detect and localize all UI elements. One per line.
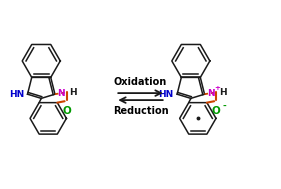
Text: H: H: [69, 88, 77, 97]
Text: N: N: [207, 89, 214, 98]
Text: +: +: [214, 85, 220, 91]
Text: H: H: [219, 88, 226, 97]
Text: O: O: [212, 106, 221, 116]
Text: N: N: [57, 89, 65, 98]
Text: O: O: [62, 106, 71, 116]
Text: HN: HN: [9, 90, 24, 99]
Text: -: -: [222, 101, 226, 111]
Text: HN: HN: [158, 90, 174, 99]
Text: Oxidation: Oxidation: [114, 77, 167, 87]
Text: Reduction: Reduction: [113, 106, 168, 116]
